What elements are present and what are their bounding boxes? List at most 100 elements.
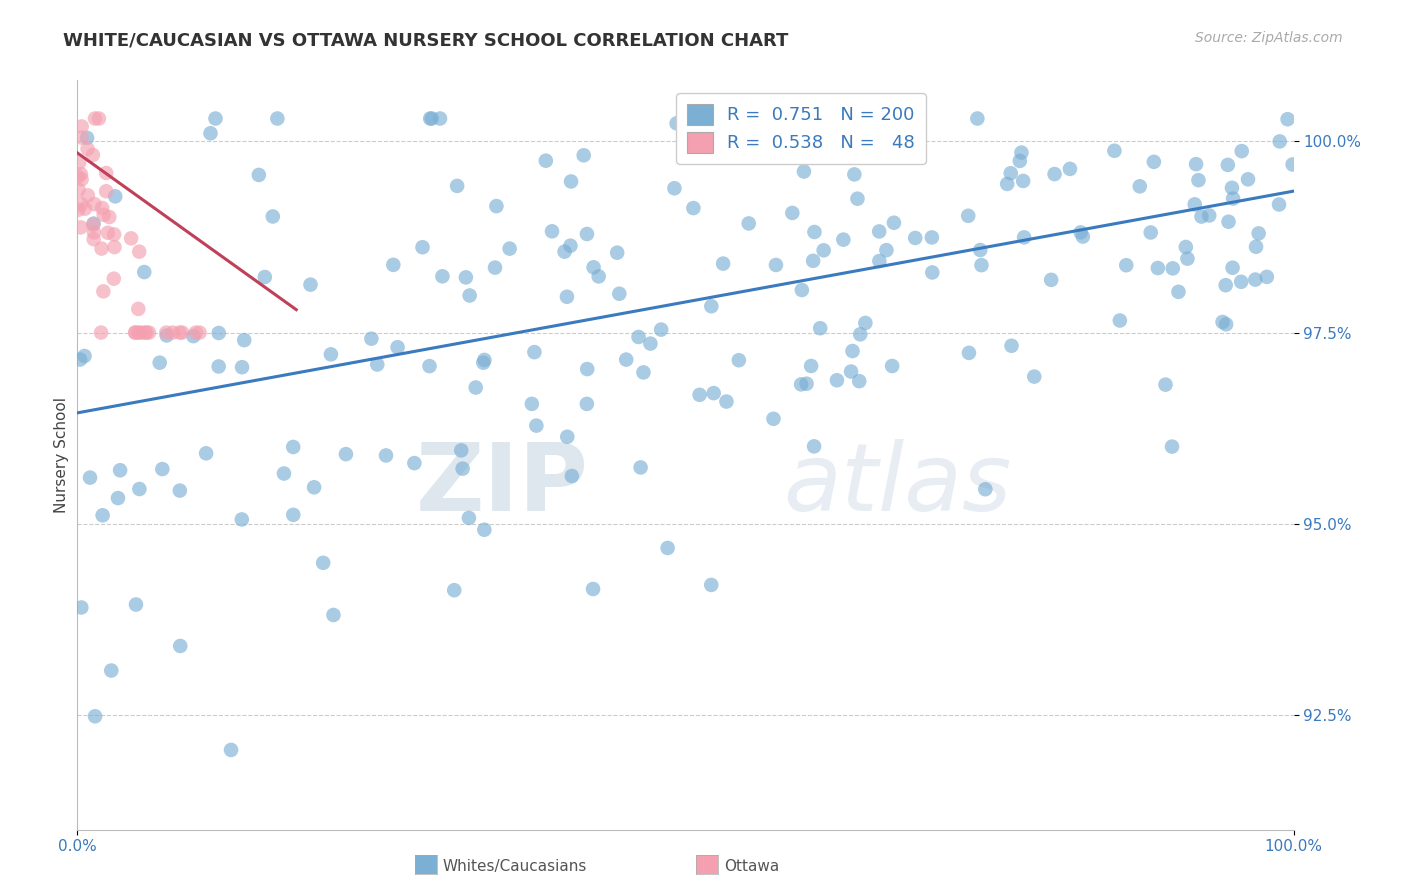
Point [128,244,150,259]
Point [472,356,495,370]
Point [554,244,576,259]
Point [1268,135,1291,149]
Point [134,265,156,279]
Point [204,112,226,126]
Point [360,332,382,346]
Point [446,178,468,193]
Point [957,209,980,223]
Point [844,168,866,182]
Point [1237,172,1260,186]
Point [1218,215,1240,229]
Point [1230,275,1253,289]
Point [120,231,142,245]
Point [853,316,876,330]
Point [1185,157,1208,171]
Point [283,440,305,454]
Point [541,224,564,238]
Point [302,480,325,494]
Point [904,231,927,245]
Text: Source: ZipAtlas.com: Source: ZipAtlas.com [1195,31,1343,45]
Point [995,177,1018,191]
Point [606,245,628,260]
Point [803,439,825,453]
Point [1161,440,1184,454]
Point [1230,144,1253,158]
Point [70,130,93,145]
Point [128,482,150,496]
Point [253,270,276,285]
Point [575,227,598,241]
Point [69,352,91,367]
Point [555,430,578,444]
Point [957,346,980,360]
Point [183,329,205,343]
Point [1191,210,1213,224]
Point [231,512,253,526]
Point [420,112,443,126]
Point [319,347,342,361]
Point [162,326,184,340]
Point [70,120,93,134]
Point [83,197,105,211]
Point [124,326,146,340]
Point [614,352,637,367]
Point [793,164,815,178]
Point [103,240,125,254]
Point [103,227,125,242]
Point [1222,192,1244,206]
Point [1115,258,1137,272]
Point [247,168,270,182]
Point [66,169,89,184]
Point [155,326,177,340]
Point [429,112,451,126]
Point [607,286,630,301]
Point [524,418,547,433]
Point [108,463,131,477]
Point [70,197,93,211]
Text: Whites/Caucasians: Whites/Caucasians [443,859,588,873]
Point [848,374,870,388]
Point [382,258,405,272]
Point [970,258,993,272]
Point [93,208,115,222]
Point [134,326,156,340]
Point [575,397,598,411]
Point [169,639,191,653]
Point [454,270,477,285]
Point [1104,144,1126,158]
Point [700,578,723,592]
Point [576,362,599,376]
Point [1154,377,1177,392]
Point [1129,179,1152,194]
Point [76,142,98,156]
Point [219,743,242,757]
Point [262,210,284,224]
Point [90,242,112,256]
Point [561,469,583,483]
Point [82,218,104,232]
Point [96,184,118,198]
Point [312,556,335,570]
Point [534,153,557,168]
Point [813,244,835,258]
Point [1216,158,1239,172]
Point [1198,209,1220,223]
Point [1177,252,1199,266]
Point [1215,318,1237,332]
Point [195,446,218,460]
Point [808,321,831,335]
Point [572,148,595,162]
Y-axis label: Nursery School: Nursery School [53,397,69,513]
Point [93,285,115,299]
Point [1277,112,1299,127]
Point [846,112,869,126]
Point [801,253,824,268]
Point [627,330,650,344]
Point [841,344,863,359]
Point [700,299,723,313]
Point [127,301,149,316]
Point [818,130,841,145]
Point [135,326,157,340]
Point [839,365,862,379]
Text: atlas: atlas [783,440,1011,531]
